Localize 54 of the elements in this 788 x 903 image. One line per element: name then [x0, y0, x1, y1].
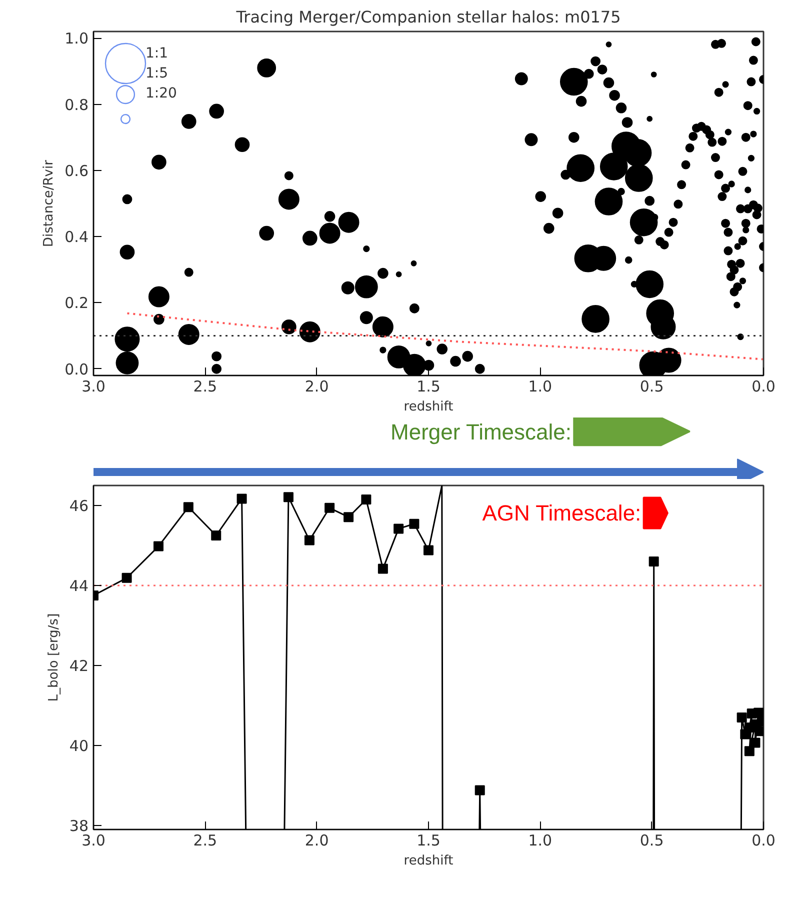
- x-tick-label: 2.0: [304, 832, 329, 850]
- point: [474, 785, 485, 796]
- y-tick-label: 0.8: [64, 96, 89, 114]
- x-tick-label: 1.0: [528, 832, 552, 850]
- legend-label: 1:1: [146, 46, 168, 62]
- point: [754, 708, 764, 718]
- y-tick-label: 0.4: [64, 228, 89, 246]
- legend-label: 1:20: [146, 86, 177, 102]
- point: [361, 494, 372, 504]
- point: [122, 572, 132, 583]
- y-tick-label: 1.0: [64, 30, 89, 48]
- point: [236, 494, 247, 504]
- x-axis-title: redshift: [404, 400, 454, 414]
- point: [153, 541, 164, 552]
- point: [211, 530, 222, 540]
- x-tick-label: 3.0: [82, 378, 106, 396]
- point: [409, 518, 420, 529]
- point: [394, 524, 404, 534]
- point: [424, 545, 434, 556]
- x-tick-label: 2.5: [193, 378, 218, 396]
- point: [744, 746, 754, 756]
- annotation: AGN Timescale:: [482, 500, 642, 526]
- text: Merger Timescale:: [390, 419, 572, 444]
- x-tick-label: 0.5: [640, 832, 664, 850]
- x-tick-label: 2.5: [193, 832, 218, 850]
- y-axis-title: L_bolo [erg/s]: [46, 613, 62, 702]
- y-tick-label: 44: [69, 577, 89, 595]
- x-tick-label: 1.0: [528, 378, 552, 396]
- chart-title: Tracing Merger/Companion stellar halos: m0175: [235, 8, 621, 26]
- y-tick-label: 42: [69, 657, 89, 675]
- point: [378, 564, 388, 574]
- x-axis-title: redshift: [404, 854, 454, 868]
- line-series: [126, 312, 764, 360]
- y-tick-label: 46: [69, 497, 89, 515]
- point: [324, 502, 335, 513]
- legend-label: 1:5: [146, 66, 168, 82]
- y-tick-label: 40: [69, 737, 89, 755]
- x-tick-label: 0.0: [752, 378, 776, 396]
- point: [283, 492, 294, 502]
- y-tick-label: 0.6: [64, 162, 89, 180]
- x-tick-label: 1.5: [416, 378, 440, 396]
- y-axis-title: Distance/Rvir: [42, 159, 57, 247]
- x-tick-label: 0.0: [752, 832, 776, 850]
- point: [344, 512, 354, 522]
- y-tick-label: 0.0: [64, 360, 89, 378]
- x-tick-label: 1.5: [416, 832, 440, 850]
- y-tick-label: 0.2: [64, 294, 89, 312]
- point: [183, 502, 194, 512]
- x-tick-label: 0.5: [640, 378, 664, 396]
- x-tick-label: 2.0: [304, 378, 329, 396]
- point: [736, 712, 747, 722]
- point: [750, 738, 760, 748]
- point: [304, 535, 314, 546]
- point: [648, 556, 659, 566]
